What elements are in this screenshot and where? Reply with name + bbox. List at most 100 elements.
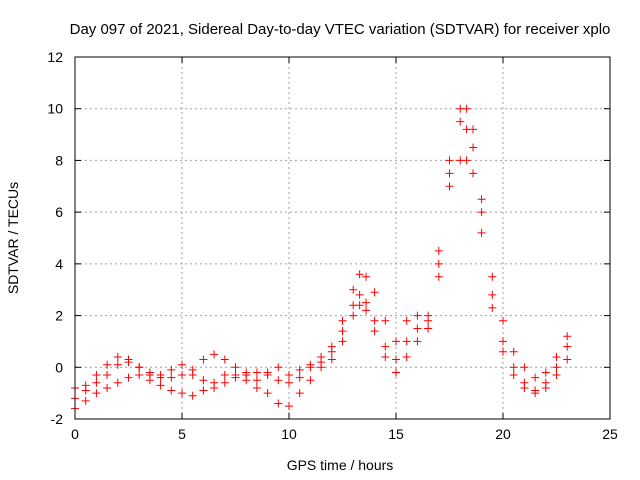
data-point (295, 389, 304, 398)
data-point (541, 368, 550, 377)
data-point (285, 402, 293, 411)
data-point (462, 156, 471, 165)
data-point (413, 324, 422, 333)
data-point (392, 368, 400, 377)
data-point (563, 332, 572, 341)
y-tick-label: 10 (47, 101, 63, 117)
data-point (499, 347, 507, 356)
data-point (402, 337, 411, 346)
data-point (317, 363, 326, 372)
grid (75, 57, 610, 419)
data-point (263, 368, 272, 377)
data-point (370, 327, 379, 336)
data-point (242, 376, 251, 385)
data-point (456, 117, 465, 126)
data-point (274, 376, 283, 385)
data-point (210, 378, 219, 387)
data-point (499, 337, 507, 346)
data-point (145, 376, 154, 385)
data-point (462, 104, 471, 113)
data-point (113, 360, 122, 369)
data-point (469, 143, 478, 152)
data-point (509, 371, 518, 380)
data-point (220, 378, 229, 387)
x-tick-label: 0 (71, 426, 79, 442)
data-point (92, 371, 101, 380)
data-point (445, 182, 454, 191)
data-point (392, 355, 400, 364)
data-point (274, 399, 283, 408)
data-point (477, 195, 486, 204)
data-point (552, 363, 561, 372)
data-point (295, 373, 304, 382)
data-points (71, 104, 572, 413)
data-point (306, 363, 315, 372)
data-point (355, 270, 364, 279)
data-point (477, 208, 486, 217)
data-point (370, 316, 379, 325)
data-point (381, 342, 390, 351)
data-point (92, 378, 101, 387)
data-point (167, 386, 176, 395)
y-tick-label: 6 (55, 204, 63, 220)
data-point (445, 169, 454, 178)
data-point (210, 350, 219, 359)
data-point (199, 386, 208, 395)
series-track-3 (71, 156, 572, 413)
data-point (156, 371, 165, 380)
data-point (113, 378, 122, 387)
data-point (381, 352, 390, 361)
data-point (477, 228, 486, 237)
data-point (349, 285, 358, 294)
data-point (145, 368, 154, 377)
x-tick-label: 25 (602, 426, 618, 442)
data-point (349, 311, 358, 320)
data-point (469, 169, 478, 178)
data-point (424, 324, 433, 333)
data-point (362, 306, 371, 315)
data-point (167, 365, 176, 374)
data-point (167, 373, 176, 382)
data-point (113, 352, 122, 361)
data-point (370, 288, 379, 297)
data-point (103, 371, 112, 380)
data-point (338, 337, 347, 346)
data-point (355, 290, 364, 299)
data-point (499, 316, 507, 325)
y-tick-label: 4 (55, 256, 63, 272)
data-point (135, 371, 144, 380)
data-point (199, 376, 208, 385)
data-point (424, 316, 433, 325)
data-point (178, 371, 186, 380)
data-point (285, 371, 293, 380)
series-track-1 (71, 104, 572, 392)
data-point (563, 342, 572, 351)
data-point (338, 327, 347, 336)
data-point (103, 383, 112, 392)
data-point (263, 389, 272, 398)
data-point (520, 363, 529, 372)
data-point (274, 363, 283, 372)
data-point (563, 355, 572, 364)
data-point (362, 298, 371, 307)
data-point (392, 337, 400, 346)
data-point (220, 355, 229, 364)
data-point (156, 381, 165, 390)
data-point (295, 365, 304, 374)
data-point (188, 391, 197, 400)
tick-labels: 0 5 10 15 20 25 -2 0 2 4 6 8 10 12 (47, 49, 618, 442)
data-point (552, 352, 561, 361)
data-point (252, 383, 261, 392)
data-point (381, 316, 390, 325)
data-point (402, 352, 411, 361)
data-point (327, 347, 336, 356)
data-point (81, 396, 90, 405)
data-point (355, 301, 364, 310)
data-point (520, 383, 529, 392)
data-point (199, 355, 208, 364)
x-tick-label: 20 (495, 426, 511, 442)
data-point (531, 373, 540, 382)
data-point (327, 355, 336, 364)
data-point (103, 360, 112, 369)
